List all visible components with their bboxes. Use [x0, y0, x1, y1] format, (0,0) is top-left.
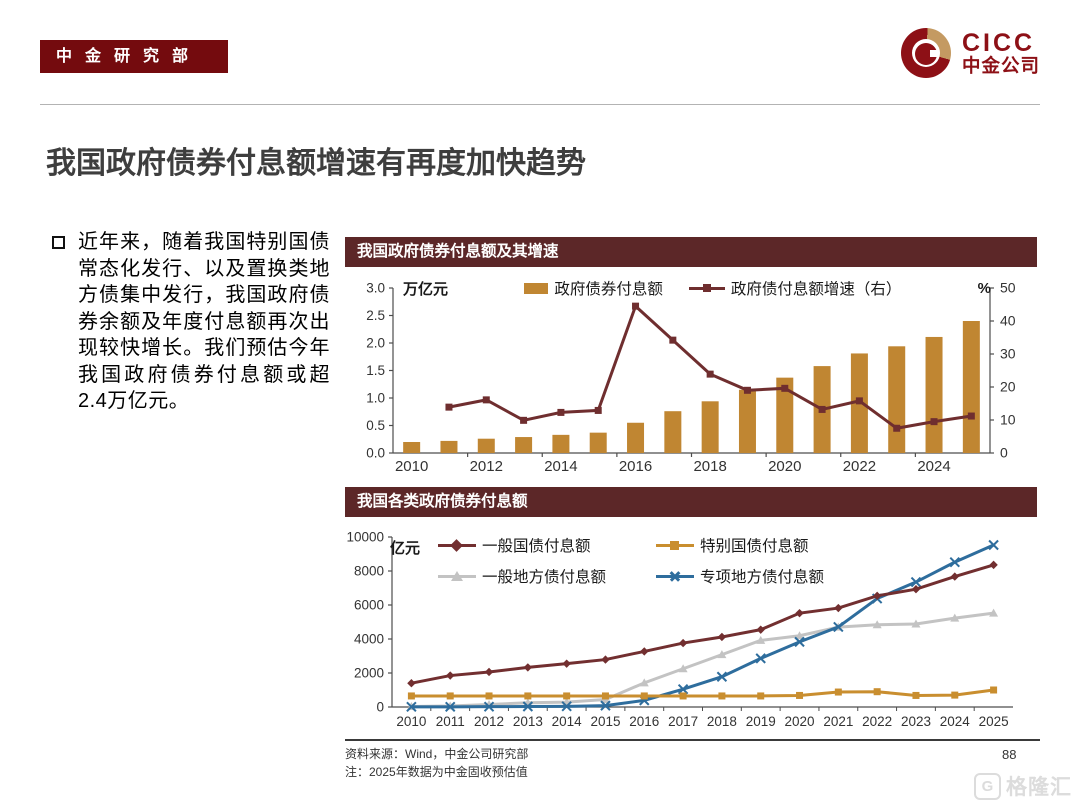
legend-label: 政府债券付息额 [554, 281, 663, 298]
svg-text:2018: 2018 [693, 458, 726, 475]
svg-text:2012: 2012 [474, 714, 504, 729]
legend-item-treasury: 一般国债付息额 [438, 534, 656, 556]
chart1-legend-items: 政府债券付息额 政府债付息额增速（右） [524, 277, 901, 299]
line-square-marker-icon [656, 537, 694, 553]
svg-text:2021: 2021 [823, 714, 853, 729]
chart1-right-axis-unit: % [977, 279, 991, 297]
cicc-company-name: 中金公司 [961, 55, 1040, 77]
cicc-logo-text: CICC 中金公司 [962, 30, 1040, 76]
summary-note: 近年来，随着我国特别国债常态化发行、以及置换类地方债集中发行，我国政府债券余额及… [52, 229, 330, 415]
svg-text:6000: 6000 [354, 598, 384, 613]
chart2-plot: 0 2000 4000 6000 8000 10000 2010 2011 2012 2013 20… [345, 519, 1037, 754]
svg-text:0.0: 0.0 [366, 446, 385, 461]
svg-text:2010: 2010 [395, 458, 428, 475]
research-dept-badge: 中金研究部 [40, 40, 228, 73]
chart1-legend: 万亿元 政府债券付息额 政府债付息额增速（右） % [345, 277, 1037, 299]
square-bullet-icon [52, 236, 65, 249]
cicc-logo-icon [900, 28, 951, 78]
svg-text:0: 0 [376, 700, 384, 715]
chart1-plot: 0.0 0.5 1.0 1.5 2.0 2.5 3.0 0 10 20 30 40 50 2010 2012… [345, 270, 1037, 482]
svg-text:2.5: 2.5 [366, 308, 385, 323]
svg-text:2013: 2013 [513, 714, 543, 729]
cicc-logo: CICC 中金公司 [900, 28, 1040, 78]
estimate-note: 注：2025年数据为中金固收预估值 [345, 765, 528, 779]
chart1-title-banner: 我国政府债券付息额及其增速 [345, 237, 1037, 267]
svg-text:1.5: 1.5 [366, 363, 385, 378]
chart2-title-banner: 我国各类政府债券付息额 [345, 487, 1037, 517]
svg-text:2024: 2024 [917, 458, 950, 475]
summary-note-text: 近年来，随着我国特别国债常态化发行、以及置换类地方债集中发行，我国政府债券余额及… [78, 231, 330, 412]
header-divider [40, 104, 1040, 105]
legend-label: 特别国债付息额 [700, 538, 809, 555]
chart1-left-axis-unit: 万亿元 [403, 280, 449, 298]
svg-text:30: 30 [1000, 346, 1016, 362]
chart2-legend: 一般国债付息额 特别国债付息额 一般地方债付息额 专项地方债付息额 [438, 534, 824, 587]
svg-text:40: 40 [1000, 313, 1016, 329]
gelonghui-g-icon: G [974, 772, 1001, 800]
footer-divider [345, 739, 1040, 741]
legend-label: 专项地方债付息额 [700, 569, 825, 586]
line-triangle-marker-icon [438, 568, 476, 584]
cicc-logo-swirl-notch [929, 50, 939, 57]
svg-text:2019: 2019 [746, 714, 776, 729]
svg-text:2.0: 2.0 [366, 336, 385, 351]
svg-text:10000: 10000 [346, 530, 384, 545]
svg-text:50: 50 [1000, 280, 1016, 296]
gelonghui-text: 格隆汇 [1006, 776, 1072, 799]
svg-text:0.5: 0.5 [366, 418, 385, 433]
legend-label: 一般国债付息额 [482, 538, 591, 555]
svg-text:2022: 2022 [862, 714, 892, 729]
bar-swatch-icon [524, 282, 549, 294]
page-number: 88 [1002, 747, 1017, 762]
legend-label: 政府债付息额增速（右） [730, 281, 902, 298]
chart2-y-axis-unit: 亿元 [390, 540, 421, 557]
svg-text:2023: 2023 [901, 714, 931, 729]
legend-item-bond-interest: 政府债券付息额 [524, 277, 663, 299]
svg-text:10: 10 [1000, 412, 1016, 428]
line-x-marker-icon [656, 568, 694, 584]
svg-text:2020: 2020 [785, 714, 815, 729]
svg-text:20: 20 [1000, 379, 1016, 395]
line-square-marker-icon [688, 281, 725, 295]
page-title: 我国政府债券付息额增速有再度加快趋势 [46, 147, 586, 180]
svg-text:2020: 2020 [768, 458, 801, 475]
gelonghui-watermark: G 格隆汇 [974, 771, 1072, 801]
svg-text:2015: 2015 [590, 714, 620, 729]
cicc-acronym: CICC [961, 29, 1036, 58]
svg-text:2016: 2016 [629, 714, 659, 729]
svg-text:2025: 2025 [979, 714, 1009, 729]
svg-text:2011: 2011 [436, 714, 465, 729]
svg-text:2018: 2018 [707, 714, 737, 729]
legend-item-growth-rate: 政府债付息额增速（右） [688, 277, 902, 299]
svg-text:2017: 2017 [668, 714, 698, 729]
svg-text:2024: 2024 [940, 714, 971, 729]
line-diamond-marker-icon [438, 537, 476, 553]
svg-text:4000: 4000 [354, 632, 384, 647]
legend-item-special-local: 专项地方债付息额 [656, 565, 824, 587]
svg-text:3.0: 3.0 [366, 281, 385, 296]
svg-text:2014: 2014 [544, 458, 577, 475]
legend-item-general-local: 一般地方债付息额 [438, 565, 656, 587]
svg-text:2010: 2010 [396, 714, 426, 729]
svg-text:2000: 2000 [354, 666, 384, 681]
svg-text:1.0: 1.0 [366, 391, 385, 406]
legend-item-special-treasury: 特别国债付息额 [656, 534, 824, 556]
svg-text:2014: 2014 [552, 714, 583, 729]
svg-text:2012: 2012 [470, 458, 503, 475]
svg-text:0: 0 [1000, 445, 1008, 461]
legend-label: 一般地方债付息额 [482, 569, 607, 586]
svg-text:2016: 2016 [619, 458, 652, 475]
svg-text:2022: 2022 [843, 458, 876, 475]
source-note: 资料来源：Wind，中金公司研究部 [345, 747, 529, 761]
svg-text:8000: 8000 [354, 564, 384, 579]
